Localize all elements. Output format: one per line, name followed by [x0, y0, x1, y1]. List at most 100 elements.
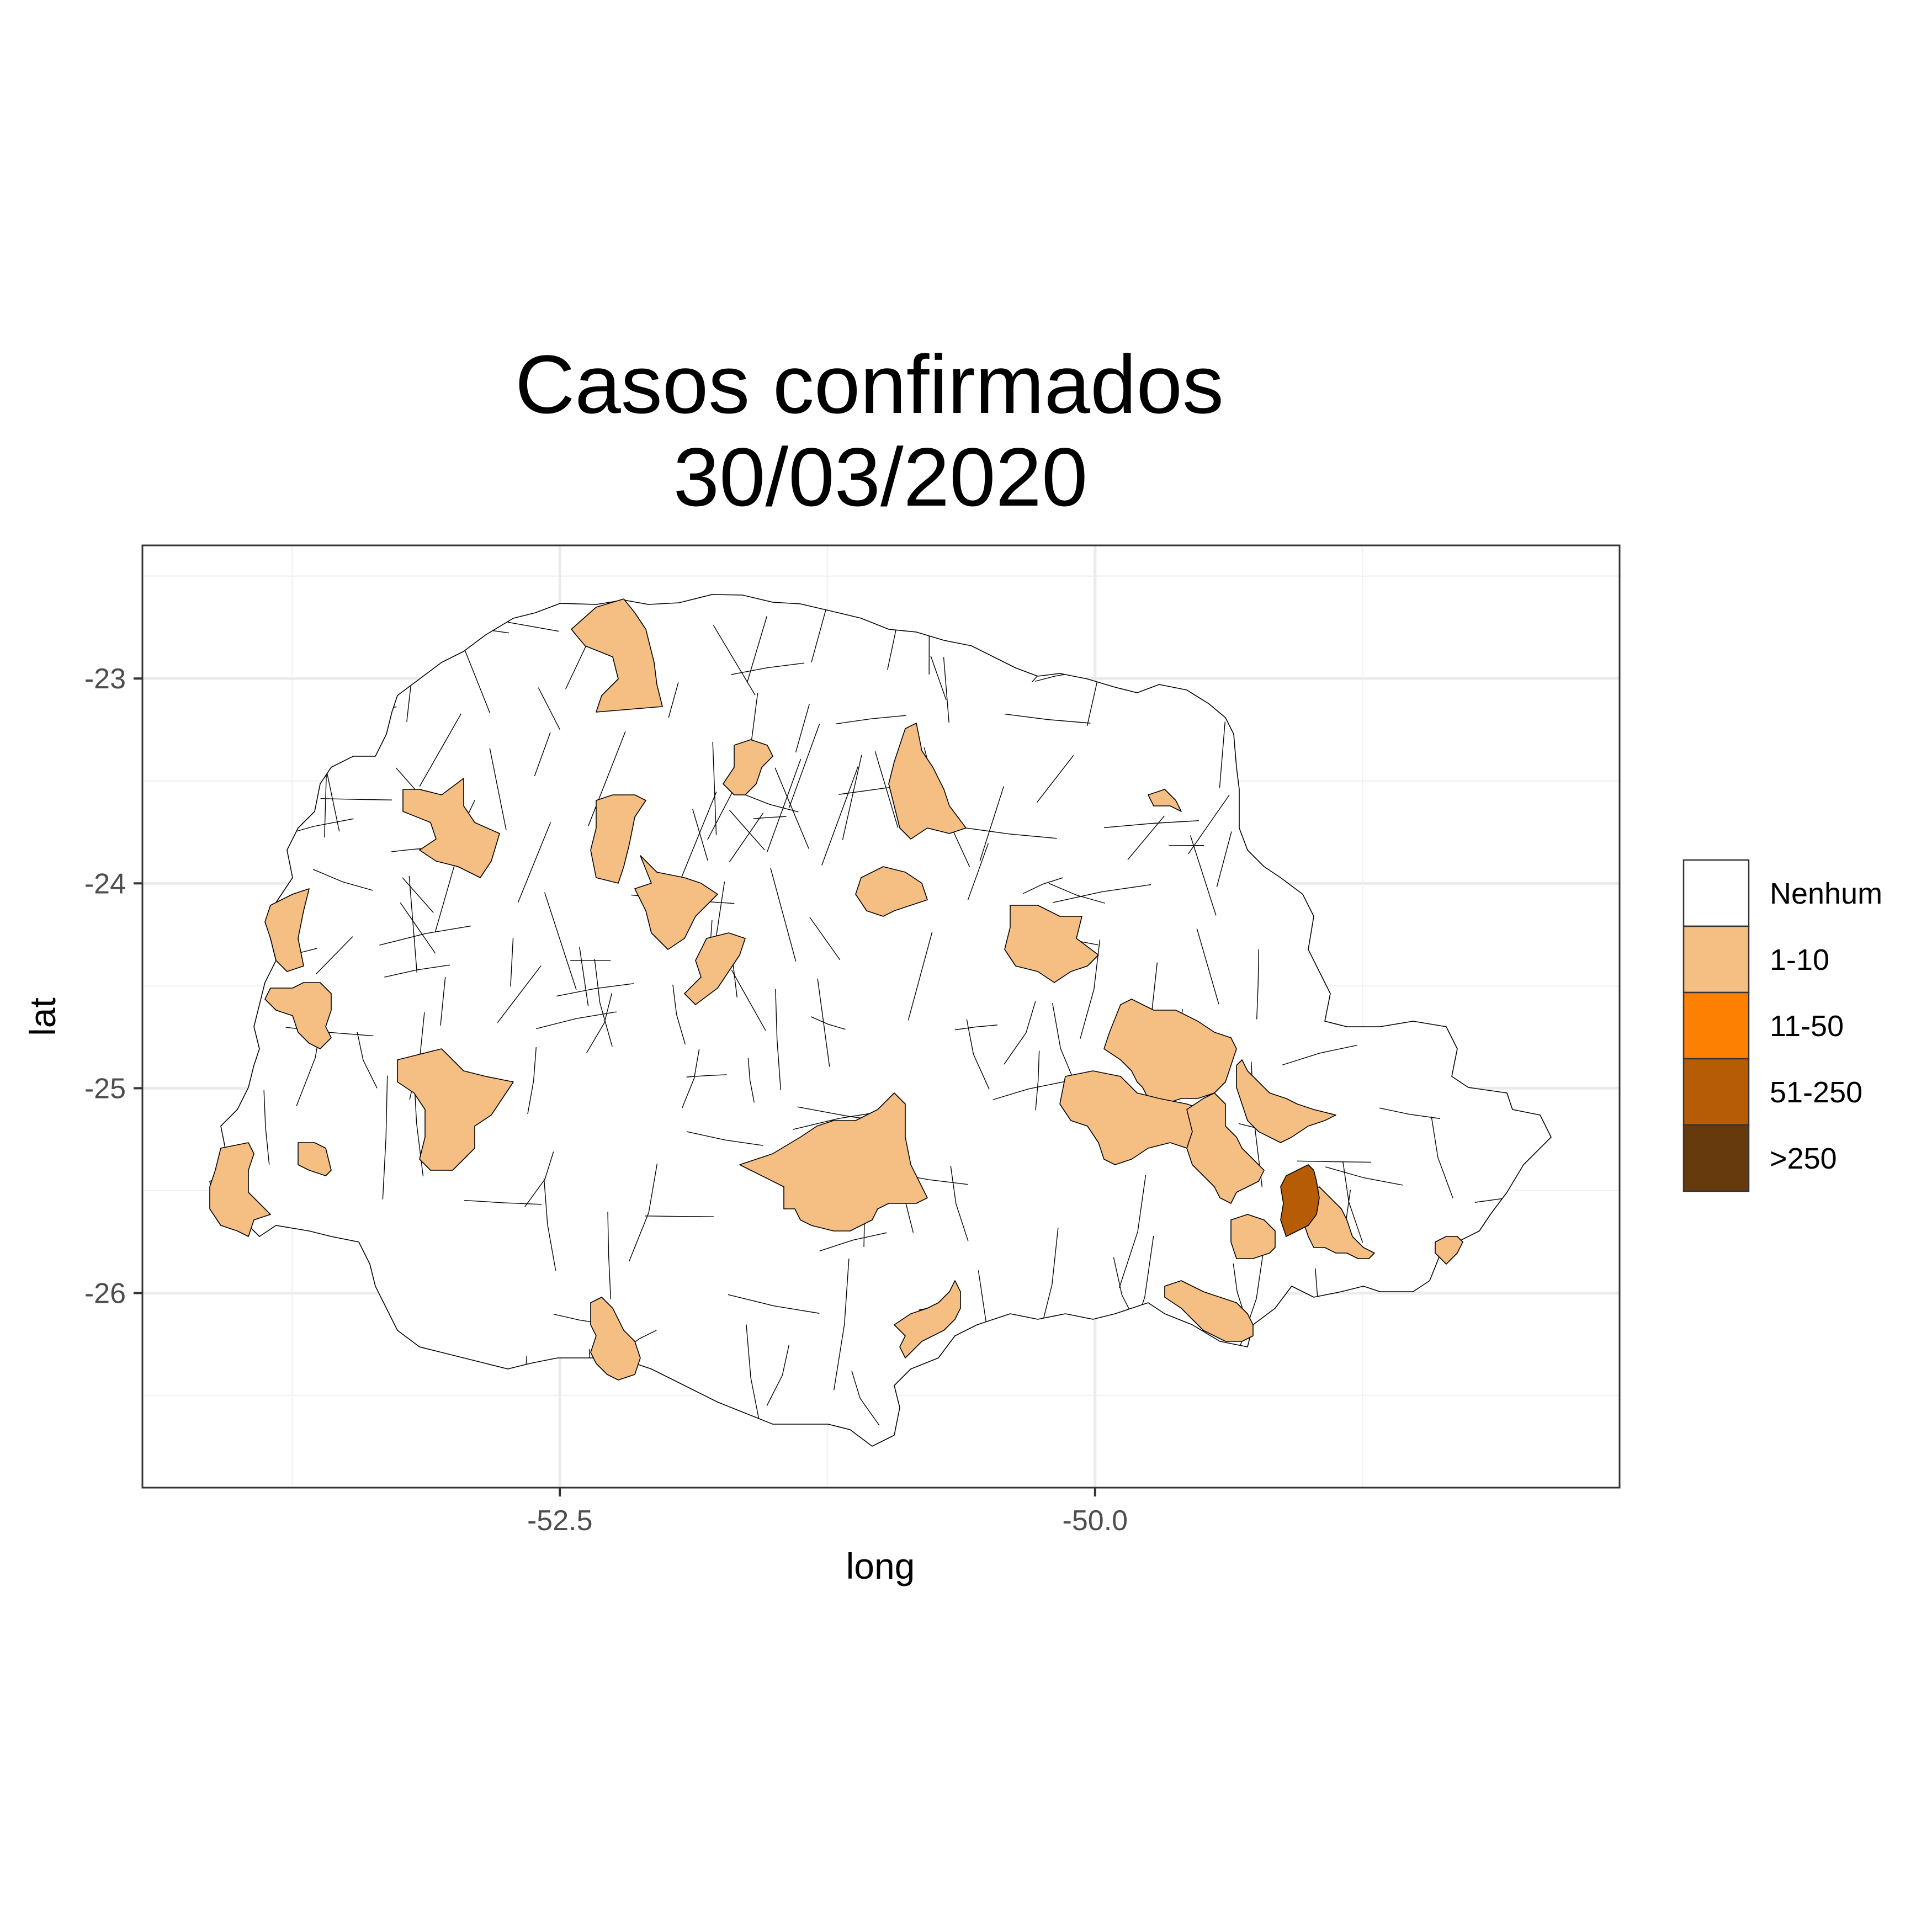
municipality-1-10-foz: [209, 1142, 271, 1237]
municipality-1-10-cianorte: [590, 794, 646, 884]
municipality-1-10-paranavai: [571, 598, 663, 713]
municipality-boundary: [1342, 1161, 1363, 1243]
y-tick-label: -23: [84, 663, 126, 695]
municipality-boundary: [795, 704, 810, 753]
municipality-boundary: [1023, 877, 1063, 894]
municipality-boundary: [731, 662, 805, 675]
municipality-1-10-apucarana: [855, 866, 928, 917]
x-tick-label: -52.5: [527, 1505, 593, 1537]
municipality-51-250-curitiba: [1280, 1164, 1320, 1237]
chart-title: Casos confirmados: [515, 338, 1224, 431]
municipality-1-10-campo-mourao: [684, 932, 746, 1005]
municipality-boundary: [1127, 815, 1165, 860]
municipality-boundary: [821, 766, 859, 866]
municipality-boundary: [1431, 1116, 1453, 1198]
parana-map: [209, 594, 1552, 1447]
municipality-boundary: [836, 715, 906, 725]
municipality-boundary: [1035, 1050, 1040, 1111]
municipality-boundary: [992, 1081, 1064, 1100]
municipality-1-10-ortigueira: [1004, 905, 1099, 983]
municipality-boundary: [440, 976, 446, 1026]
municipality-boundary: [1053, 884, 1151, 903]
municipality-boundary: [263, 1090, 270, 1165]
municipality-boundary: [629, 1164, 658, 1262]
municipality-boundary: [382, 1075, 388, 1199]
municipality-1-10-campo-mourao-west: [634, 855, 718, 950]
municipality-boundary: [979, 786, 1005, 862]
municipality-boundary: [527, 1047, 537, 1114]
municipality-boundary: [406, 682, 412, 722]
municipality-boundary: [887, 629, 896, 670]
municipality-boundary: [556, 983, 634, 997]
municipality-boundary: [767, 758, 802, 852]
municipality-boundary: [1256, 949, 1259, 1020]
municipality-boundary: [586, 992, 613, 1053]
municipality-boundary: [534, 732, 551, 777]
municipality-boundary: [811, 605, 827, 662]
municipality-boundary: [766, 1345, 789, 1406]
municipality-boundary: [817, 978, 830, 1067]
municipality-boundary: [967, 843, 989, 900]
municipality-boundary: [402, 877, 434, 913]
panel-border: [141, 544, 1621, 1489]
municipality-boundary: [544, 892, 577, 990]
municipality-boundary: [1004, 713, 1091, 724]
y-tick-label: -24: [84, 868, 126, 900]
municipality-boundary: [419, 713, 462, 787]
municipality-boundary: [357, 1032, 378, 1089]
municipality-boundary: [312, 869, 373, 891]
municipality-boundary: [400, 902, 436, 954]
municipality-boundary: [966, 1019, 990, 1090]
municipality-1-10-lapa: [1164, 1280, 1254, 1342]
municipality-boundary: [682, 1049, 700, 1108]
municipality-boundary: [1219, 721, 1226, 788]
municipality-1-10-ponta-grossa: [1103, 999, 1237, 1105]
municipality-boundary: [1004, 1001, 1036, 1065]
y-tick-label: -25: [84, 1073, 126, 1105]
municipality-boundary: [713, 625, 756, 696]
municipality-boundary: [712, 742, 717, 835]
municipality-boundary: [1036, 755, 1074, 803]
municipality-boundary: [731, 969, 766, 1031]
municipality-boundary: [1297, 1160, 1371, 1163]
municipality-boundary: [1080, 940, 1101, 1039]
municipality-boundary: [645, 1216, 714, 1217]
municipality-boundary: [774, 767, 809, 849]
municipality-boundary: [1190, 835, 1217, 916]
y-axis-title: lat: [22, 997, 63, 1036]
legend-key-2: [1682, 991, 1750, 1060]
legend-key-0: [1682, 859, 1750, 927]
municipality-boundary: [729, 809, 765, 851]
municipality-boundary: [950, 1166, 969, 1241]
x-axis-title: long: [846, 1546, 915, 1586]
municipality-boundary: [747, 1058, 755, 1103]
municipality-boundary: [672, 984, 686, 1045]
legend-label-3: 51-250: [1770, 1076, 1862, 1109]
state-outline: [209, 594, 1552, 1447]
municipality-boundary: [851, 1371, 880, 1426]
municipality-1-10-campo-largo: [1186, 1092, 1265, 1204]
municipality-1-10-castro: [1236, 1059, 1336, 1143]
municipality-1-10-maringa: [723, 739, 773, 795]
municipality-boundary: [810, 1016, 846, 1030]
municipality-boundary: [1325, 1166, 1403, 1186]
legend-label-4: >250: [1770, 1142, 1837, 1175]
municipality-boundary: [741, 793, 799, 813]
municipality-boundary: [687, 1131, 763, 1146]
municipality-boundary: [842, 755, 862, 840]
plot-panel: [141, 544, 1621, 1489]
legend-key-4: [1682, 1124, 1750, 1192]
municipality-1-10-cornelio: [1148, 789, 1182, 812]
legend-key-3: [1682, 1058, 1750, 1126]
municipality-boundary: [543, 1178, 556, 1271]
municipality-boundary: [579, 947, 589, 1006]
municipality-boundary: [320, 798, 392, 800]
municipality-boundary: [943, 657, 949, 723]
municipality-boundary: [315, 936, 353, 975]
municipality-boundary: [678, 792, 717, 884]
municipality-boundary: [517, 822, 551, 903]
municipality-boundary: [497, 965, 542, 1023]
municipality-1-10-londrina: [888, 723, 967, 840]
municipality-boundary: [384, 964, 450, 978]
